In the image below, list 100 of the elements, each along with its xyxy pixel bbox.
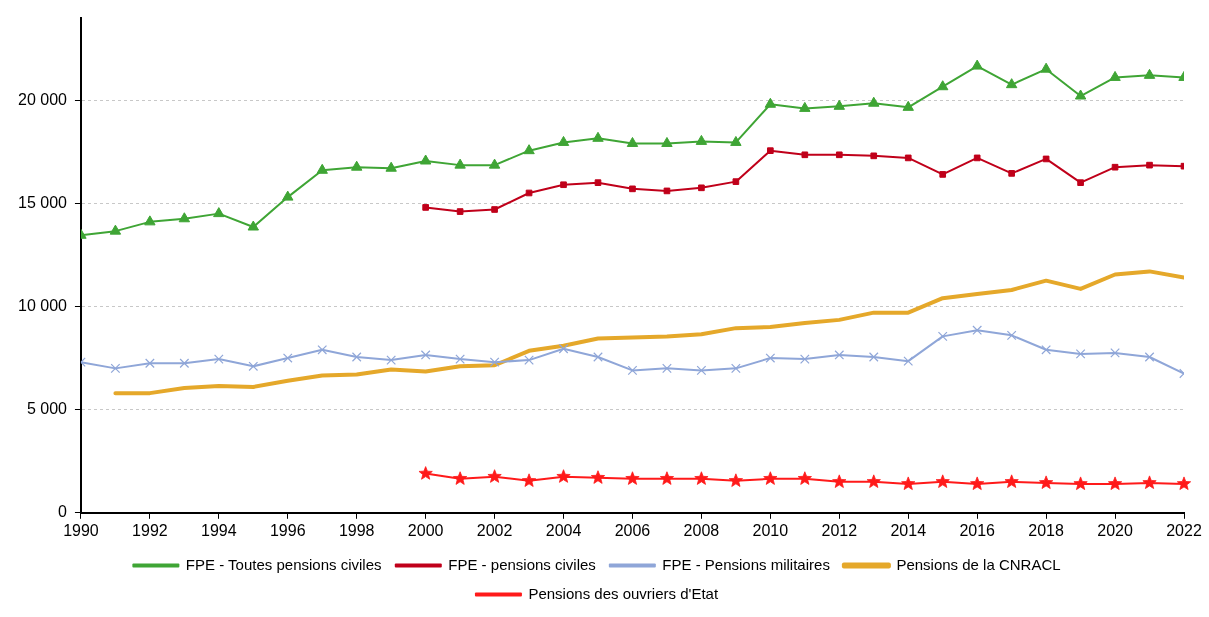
point [420, 350, 431, 360]
x-tick-label: 2014 [890, 521, 927, 539]
point [797, 471, 812, 485]
point [422, 204, 429, 211]
point [522, 473, 537, 487]
point [1108, 476, 1123, 490]
point [178, 212, 191, 223]
point [590, 470, 606, 484]
point [663, 187, 671, 195]
point [866, 474, 881, 488]
point [728, 473, 743, 487]
y-tick-label: 0 [58, 503, 68, 521]
x-tick-label: 1990 [63, 521, 99, 539]
point [904, 154, 912, 162]
point [455, 354, 465, 364]
point [625, 471, 640, 485]
point [1144, 352, 1155, 362]
point [525, 189, 533, 197]
point [730, 135, 742, 146]
point [1039, 475, 1054, 489]
point [1040, 62, 1052, 73]
point [594, 179, 602, 186]
x-tick-label: 2004 [545, 521, 582, 539]
y-tick-label: 15 000 [18, 193, 68, 211]
point [557, 135, 570, 146]
point [834, 350, 845, 360]
point [833, 99, 845, 110]
point [799, 101, 811, 112]
point [282, 353, 293, 363]
point [1110, 348, 1120, 358]
point [901, 476, 916, 490]
point [592, 131, 604, 142]
point [316, 163, 328, 174]
point [868, 352, 879, 362]
point [870, 152, 878, 160]
point [109, 224, 122, 235]
point [487, 469, 502, 483]
point [935, 474, 950, 488]
point [419, 154, 432, 165]
point [456, 208, 464, 215]
x-tick-label: 2012 [821, 521, 858, 539]
point [659, 471, 674, 485]
point [1006, 330, 1017, 341]
point [524, 355, 534, 365]
point [629, 185, 636, 193]
point [1146, 161, 1153, 169]
point [694, 471, 709, 485]
point [1008, 170, 1015, 177]
point [453, 471, 468, 485]
point [213, 207, 225, 218]
x-tick-label: 2002 [476, 521, 513, 539]
point [661, 136, 673, 147]
legend-label: FPE - Toutes pensions civiles [185, 555, 382, 573]
point [971, 59, 983, 70]
point [1074, 89, 1087, 100]
point [698, 184, 705, 192]
point [832, 474, 847, 488]
point [317, 344, 328, 355]
x-tick-label: 2020 [1097, 521, 1133, 539]
point [939, 171, 947, 178]
x-tick-label: 2006 [614, 521, 651, 539]
point [902, 100, 914, 111]
legend-label: Pensions de la CNRACL [896, 555, 1061, 573]
legend-label: Pensions des ouvriers d'Etat [528, 584, 719, 602]
x-tick-label: 2016 [959, 521, 996, 539]
point [731, 363, 741, 374]
point [1077, 179, 1084, 186]
x-tick-label: 1992 [132, 521, 168, 539]
point [145, 358, 155, 369]
point [1004, 474, 1019, 488]
point [213, 354, 224, 364]
point [454, 158, 466, 169]
point [970, 476, 985, 490]
point [937, 80, 949, 91]
point [560, 181, 567, 189]
point [110, 363, 121, 374]
point [801, 151, 809, 159]
point [179, 358, 190, 369]
point [1142, 475, 1157, 489]
point [351, 352, 362, 362]
point [593, 352, 603, 362]
point [627, 365, 638, 376]
point [695, 134, 708, 145]
legend-label: FPE - Pensions militaires [662, 555, 830, 573]
point [1176, 476, 1192, 490]
x-tick-label: 2018 [1028, 521, 1065, 539]
point [1075, 349, 1086, 359]
point [247, 220, 259, 231]
point [491, 206, 498, 213]
x-tick-label: 2022 [1166, 521, 1202, 539]
point [556, 469, 571, 483]
y-tick-label: 20 000 [18, 90, 68, 108]
point [626, 136, 639, 147]
legend-label: FPE - pensions civiles [448, 555, 596, 573]
point [696, 365, 707, 376]
point [1143, 68, 1156, 79]
point [1041, 344, 1051, 355]
point [835, 151, 843, 159]
x-tick-label: 2000 [407, 521, 444, 539]
point [937, 331, 948, 342]
